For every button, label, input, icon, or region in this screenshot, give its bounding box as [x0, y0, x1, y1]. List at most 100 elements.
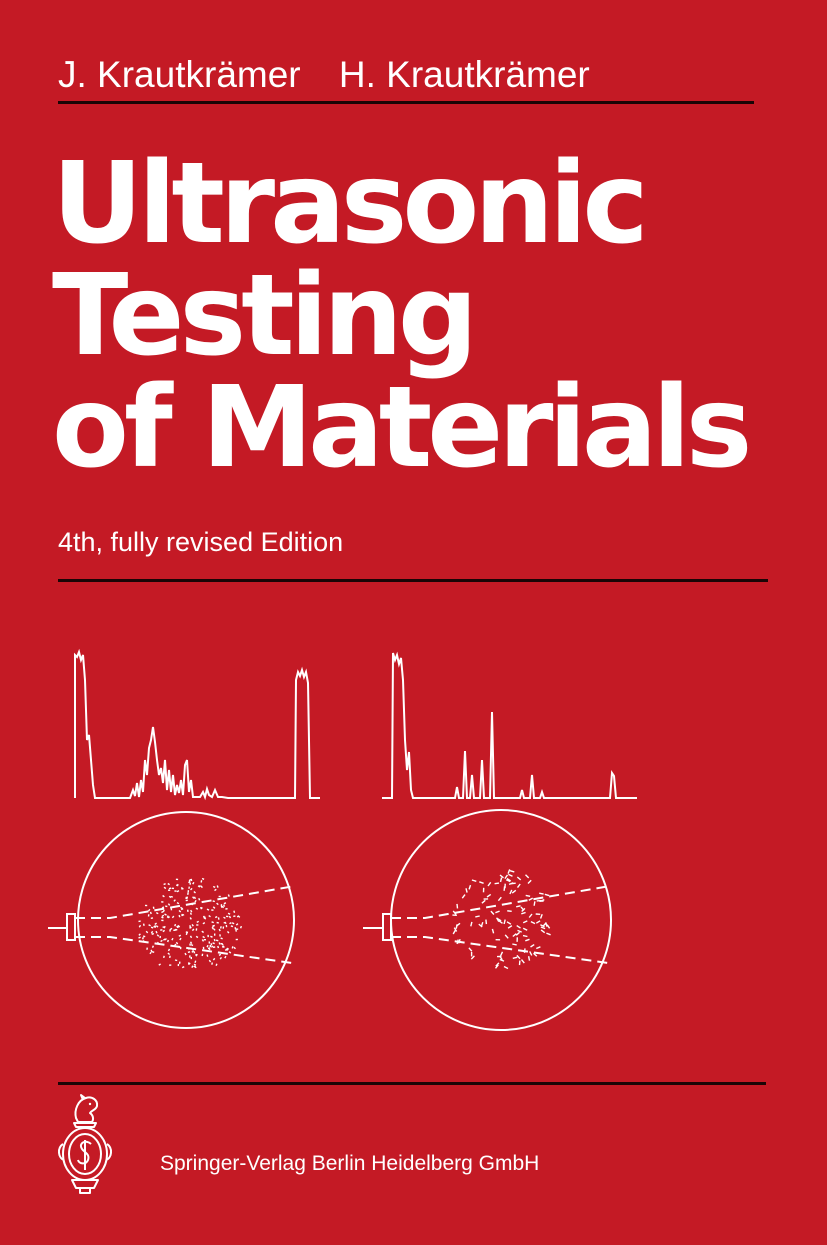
scatter-mark: [193, 950, 196, 954]
scatter-mark: [212, 942, 215, 945]
scatter-mark: [507, 869, 511, 874]
scatter-mark: [525, 938, 530, 942]
scatter-mark: [180, 906, 183, 910]
scatter-mark: [452, 929, 457, 935]
scatter-mark: [206, 954, 209, 957]
scatter-mark: [530, 920, 536, 925]
scatter-mark: [214, 888, 217, 892]
scatter-mark: [138, 936, 141, 939]
scatter-mark: [174, 959, 178, 962]
scatter-mark: [535, 920, 541, 924]
scatter-dots-left: [138, 877, 243, 969]
scatter-mark: [151, 932, 155, 935]
scatter-mark: [148, 924, 151, 927]
scatter-mark: [239, 925, 243, 929]
scatter-mark: [516, 905, 521, 908]
springer-knight-icon: [58, 1094, 112, 1194]
scatter-mark: [161, 906, 165, 909]
scatter-mark: [496, 917, 502, 922]
scatter-mark: [507, 925, 513, 929]
scatter-mark: [193, 896, 197, 900]
scatter-mark: [155, 925, 159, 928]
scatter-mark: [512, 956, 518, 959]
scatter-mark: [196, 920, 200, 924]
specimen-circle-left: [77, 811, 295, 1029]
scatter-mark: [226, 930, 230, 934]
scatter-mark: [208, 947, 211, 951]
scatter-mark: [190, 887, 193, 891]
book-title-line: of Materials: [52, 363, 752, 493]
scatter-mark: [192, 896, 195, 899]
probe-right: [382, 913, 392, 941]
scatter-mark: [223, 904, 226, 907]
scatter-mark: [230, 925, 234, 928]
scatter-mark: [508, 882, 514, 886]
scatter-mark: [525, 894, 531, 897]
scatter-mark: [212, 957, 216, 961]
scatter-mark: [499, 951, 504, 957]
edition-label: 4th, fully revised Edition: [58, 527, 344, 557]
scatter-mark: [191, 924, 194, 927]
scatter-mark: [218, 942, 221, 945]
scatter-mark: [156, 934, 160, 937]
scatter-mark: [161, 916, 164, 919]
scatter-mark: [495, 917, 500, 922]
scatter-mark: [544, 893, 550, 897]
scatter-mark: [516, 954, 521, 960]
scatter-mark: [223, 916, 226, 919]
scatter-mark: [185, 932, 188, 936]
scatter-mark: [193, 963, 197, 966]
scatter-mark: [461, 894, 466, 899]
scatter-mark: [151, 951, 155, 953]
scatter-mark: [192, 881, 195, 885]
scatter-mark: [497, 896, 502, 902]
scatter-mark: [470, 921, 473, 927]
scatter-mark: [195, 935, 199, 939]
scatter-mark: [223, 902, 227, 905]
scatter-mark: [175, 941, 179, 945]
scatter-mark: [212, 906, 216, 909]
scatter-mark: [227, 894, 230, 897]
scatter-mark: [206, 944, 209, 948]
scatter-mark: [147, 908, 151, 912]
scatter-mark: [155, 911, 159, 915]
scatter-mark: [516, 876, 522, 881]
scatter-mark: [187, 951, 191, 953]
scatter-mark: [201, 930, 205, 934]
scatter-mark: [213, 928, 216, 931]
scatter-mark: [219, 956, 223, 960]
divider-rule: [58, 579, 768, 582]
scatter-mark: [457, 938, 461, 944]
scatter-mark: [226, 947, 230, 950]
scatter-mark: [228, 951, 232, 954]
scatter-mark: [480, 921, 484, 927]
scatter-mark: [215, 939, 219, 942]
scatter-mark: [495, 962, 500, 967]
scatter-mark: [546, 932, 551, 936]
scatter-mark: [149, 951, 152, 955]
scatter-mark: [210, 935, 213, 938]
scatter-mark: [499, 955, 503, 961]
scatter-mark: [533, 952, 538, 957]
scatter-mark: [465, 888, 468, 893]
scatter-mark: [163, 886, 167, 890]
scatter-mark: [138, 933, 141, 936]
scatter-mark: [528, 913, 533, 918]
scatter-mark: [530, 944, 535, 948]
echo-trace-left: [74, 648, 320, 801]
scatter-mark: [178, 914, 181, 918]
scatter-mark: [515, 931, 521, 936]
scatter-mark: [503, 965, 509, 970]
scatter-mark: [233, 910, 236, 913]
scatter-mark: [163, 883, 166, 886]
scatter-mark: [191, 948, 195, 951]
scatter-mark: [456, 939, 459, 945]
scatter-mark: [546, 924, 551, 929]
scatter-mark: [452, 910, 457, 915]
scatter-mark: [228, 915, 232, 919]
scatter-mark: [455, 922, 461, 927]
scatter-mark: [200, 885, 203, 889]
scatter-mark: [221, 905, 225, 909]
scatter-mark: [156, 941, 159, 945]
scatter-mark: [176, 883, 179, 887]
